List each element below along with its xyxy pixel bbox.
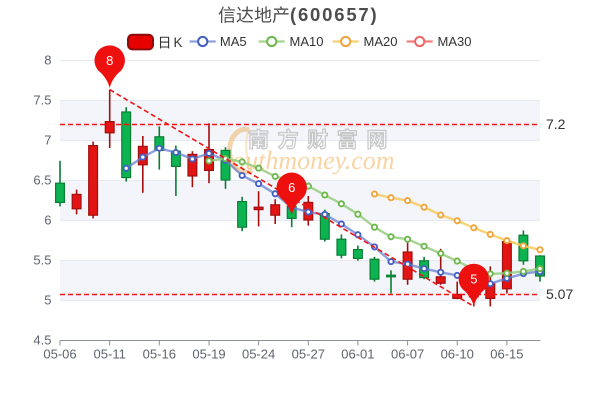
svg-text:5: 5 (44, 293, 51, 308)
svg-text:5: 5 (470, 271, 477, 286)
svg-text:06-01: 06-01 (341, 347, 374, 362)
svg-text:06-15: 06-15 (490, 347, 523, 362)
svg-text:(600657): (600657) (290, 4, 378, 25)
svg-text:MA30: MA30 (438, 34, 472, 49)
svg-text:05-06: 05-06 (43, 347, 76, 362)
svg-text:7.5: 7.5 (33, 93, 51, 108)
svg-text:8: 8 (44, 53, 51, 68)
svg-text:MA5: MA5 (220, 34, 247, 49)
svg-text:06-10: 06-10 (441, 347, 474, 362)
svg-text:7.2: 7.2 (546, 116, 566, 132)
svg-text:K: K (174, 35, 183, 50)
svg-text:MA10: MA10 (290, 34, 324, 49)
svg-text:05-19: 05-19 (192, 347, 225, 362)
svg-text:05-24: 05-24 (242, 347, 275, 362)
svg-text:05-16: 05-16 (143, 347, 176, 362)
svg-text:6: 6 (44, 213, 51, 228)
svg-text:southmoney.com: southmoney.com (222, 146, 395, 175)
svg-text:05-11: 05-11 (94, 347, 126, 362)
svg-text:7: 7 (44, 133, 51, 148)
svg-text:8: 8 (106, 53, 113, 68)
svg-text:5.5: 5.5 (33, 253, 51, 268)
svg-text:6.5: 6.5 (33, 173, 51, 188)
svg-text:6: 6 (288, 180, 295, 195)
svg-text:5.07: 5.07 (546, 286, 573, 302)
svg-text:05-27: 05-27 (292, 347, 325, 362)
svg-text:06-07: 06-07 (391, 347, 424, 362)
svg-text:MA20: MA20 (364, 34, 398, 49)
svg-text:4.5: 4.5 (33, 333, 51, 348)
